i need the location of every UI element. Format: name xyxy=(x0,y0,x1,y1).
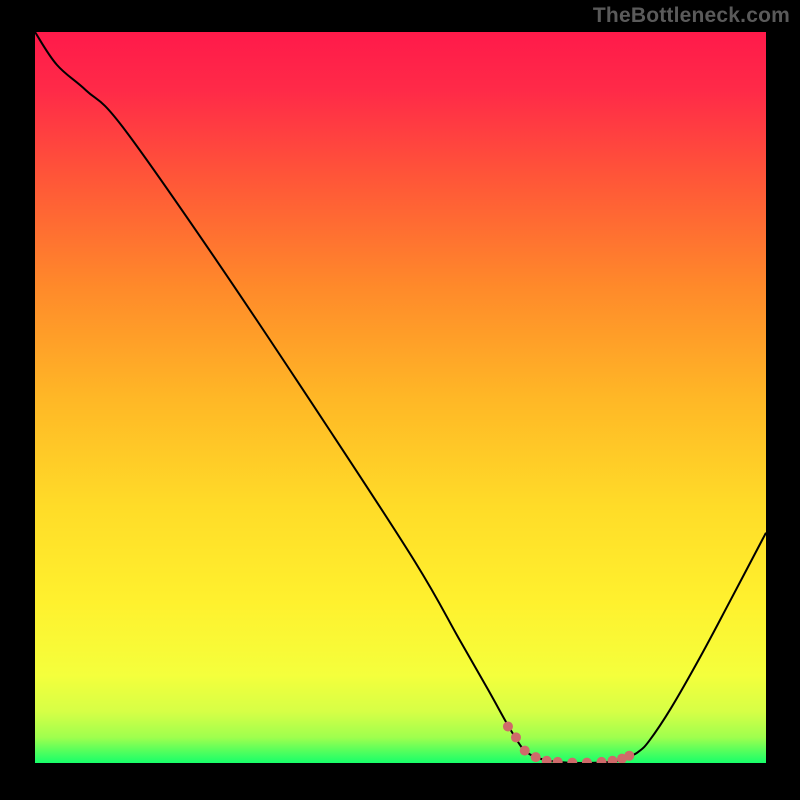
watermark-text: TheBottleneck.com xyxy=(593,4,790,28)
curve-layer xyxy=(35,32,766,763)
plot-area xyxy=(35,32,766,763)
chart-frame: TheBottleneck.com xyxy=(0,0,800,800)
flat-zone-dots xyxy=(503,721,634,763)
bottleneck-curve xyxy=(35,32,766,763)
